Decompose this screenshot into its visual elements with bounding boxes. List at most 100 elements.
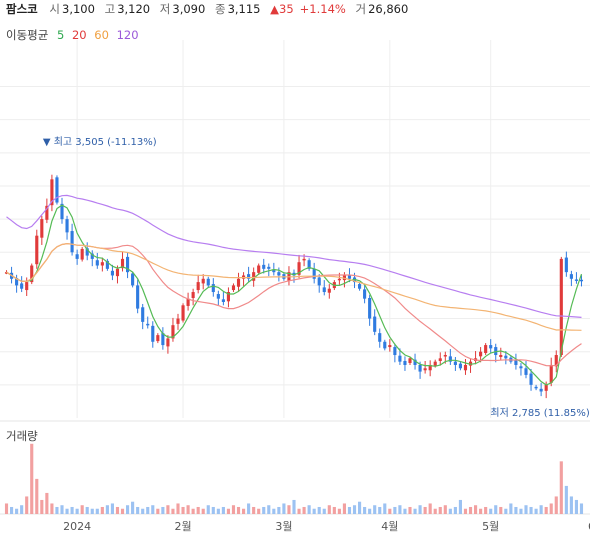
volume-bar xyxy=(302,506,306,514)
candle-body xyxy=(534,386,538,389)
volume-bar xyxy=(216,508,220,514)
candle-body xyxy=(363,289,367,299)
volume-bar xyxy=(347,506,352,514)
volume-bar xyxy=(247,503,251,514)
candle-body xyxy=(393,347,397,356)
volume-bar xyxy=(352,505,357,514)
candle-body xyxy=(126,256,130,273)
ma60-line xyxy=(6,242,582,331)
candle-body xyxy=(504,355,508,359)
x-tick-label: 4월 xyxy=(381,520,398,533)
candle-body xyxy=(489,345,493,349)
volume-bar xyxy=(287,505,291,514)
volume-label: 거 xyxy=(355,2,367,16)
volume-bar xyxy=(544,506,548,514)
volume-bar xyxy=(539,505,543,514)
volume-bar xyxy=(332,506,336,514)
volume-bar xyxy=(201,508,205,514)
candle-body xyxy=(176,318,180,324)
volume-bar xyxy=(579,503,584,514)
volume-bar xyxy=(438,506,442,514)
volume-bar xyxy=(20,505,24,514)
candle-body xyxy=(40,219,44,238)
volume-bar xyxy=(408,506,412,514)
ma-60-label: 60 xyxy=(94,28,109,42)
volume-panel-label: 거래량 xyxy=(6,429,38,443)
low-annotation: 최저 2,785 (11.85%) ▲ xyxy=(490,407,590,419)
volume-bar xyxy=(196,506,200,514)
volume-bar xyxy=(297,508,301,514)
volume-bar xyxy=(181,506,185,514)
volume-bar xyxy=(292,499,296,514)
candle-body xyxy=(272,270,276,273)
volume-bar xyxy=(423,506,427,514)
candle-body xyxy=(443,355,447,357)
candle-body xyxy=(267,266,271,269)
candle-body xyxy=(559,258,563,356)
candle-body xyxy=(166,338,170,347)
volume-bar xyxy=(30,443,34,514)
candle-body xyxy=(423,368,427,371)
candle-body xyxy=(453,361,457,365)
volume-bar xyxy=(211,506,215,514)
volume-bar xyxy=(151,505,155,514)
candle-body xyxy=(95,260,99,266)
volume-bar xyxy=(25,496,29,514)
volume-bar xyxy=(317,506,321,514)
candle-body xyxy=(4,272,9,274)
candle-body xyxy=(247,274,251,279)
candle-body xyxy=(433,361,437,366)
candle-body xyxy=(277,272,281,276)
volume-bar xyxy=(60,505,64,514)
candle-body xyxy=(297,262,301,275)
x-tick-label: 3월 xyxy=(275,520,292,533)
x-tick-label: 2024 xyxy=(63,520,91,533)
volume-bar xyxy=(35,478,39,514)
volume-bar xyxy=(519,508,523,514)
volume-bar xyxy=(358,501,362,514)
candle-body xyxy=(403,360,407,365)
candle-body xyxy=(35,235,39,265)
candle-body xyxy=(337,278,341,281)
candle-body xyxy=(211,284,215,293)
candle-body xyxy=(136,285,140,309)
candle-body xyxy=(579,279,584,282)
candle-body xyxy=(70,231,74,253)
candle-body xyxy=(438,358,442,361)
volume-bar xyxy=(156,508,160,514)
volume-bar xyxy=(393,506,397,514)
ma-5-label: 5 xyxy=(56,28,65,42)
volume-bar xyxy=(337,508,341,514)
candle-body xyxy=(292,272,296,276)
ma5-line xyxy=(6,204,583,386)
candle-body xyxy=(262,264,266,269)
candle-body xyxy=(574,279,578,281)
candle-body xyxy=(196,282,200,291)
volume-bar xyxy=(428,503,432,514)
candle-body xyxy=(408,358,412,363)
x-tick-label: 6월 xyxy=(588,520,590,533)
candle-body xyxy=(191,292,195,299)
moving-average-legend[interactable]: 이동평균 5 20 60 120 xyxy=(6,27,143,43)
volume-bar xyxy=(509,503,513,514)
candle-body xyxy=(312,268,316,279)
candle-body xyxy=(105,260,109,269)
open-label: 시 xyxy=(49,2,60,16)
volume-bar xyxy=(554,496,558,514)
candle-body xyxy=(75,254,79,259)
volume-bar xyxy=(136,506,140,514)
volume-bar xyxy=(141,508,145,514)
volume-bar xyxy=(100,506,104,514)
candle-body xyxy=(216,294,220,299)
volume-bar xyxy=(458,499,462,514)
volume-bar xyxy=(368,508,372,514)
candle-body xyxy=(358,284,362,289)
candle-body xyxy=(201,278,205,284)
candle-body xyxy=(327,288,331,293)
volume-bar xyxy=(514,506,518,514)
volume-bar xyxy=(403,508,407,514)
candle-body xyxy=(60,203,64,220)
volume-bar xyxy=(15,508,19,514)
volume-bar xyxy=(4,503,9,514)
